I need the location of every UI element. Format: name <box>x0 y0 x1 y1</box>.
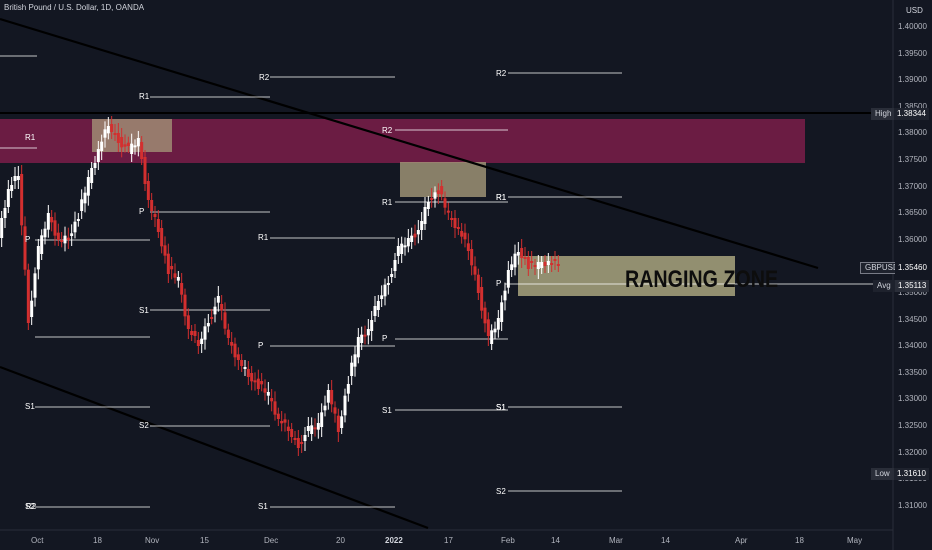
time-tick: Feb <box>501 536 515 545</box>
price-tick: 1.33500 <box>898 367 927 377</box>
price-tick: 1.36000 <box>898 234 927 244</box>
time-tick: Mar <box>609 536 623 545</box>
price-tick: 1.40000 <box>898 22 927 31</box>
pivot-label: R2 <box>259 73 270 82</box>
ranging-zone-box <box>518 256 735 296</box>
time-tick: 15 <box>200 536 209 545</box>
price-tick: 1.39500 <box>898 48 927 58</box>
candlesticks <box>0 116 560 456</box>
price-tick: 1.31000 <box>898 500 927 510</box>
price-tick: 1.38500 <box>898 101 927 111</box>
pivot-label: R1 <box>258 233 269 242</box>
pivot-label: S1 <box>139 306 149 315</box>
pivot-label: R1 <box>25 133 36 142</box>
upper-trend-line <box>0 17 819 270</box>
price-tick: 1.37000 <box>898 181 927 191</box>
time-tick: 18 <box>795 536 804 545</box>
pivot-label: S2 <box>25 502 35 511</box>
symbol-title: British Pound / U.S. Dollar, 1D, OANDA <box>4 3 145 12</box>
pivot-label: P <box>25 235 31 244</box>
time-tick: Apr <box>735 536 748 545</box>
pivot-label: R1 <box>496 193 507 202</box>
pivot-label: R2 <box>26 502 37 511</box>
price-tick: 1.39000 <box>898 75 927 85</box>
low-badge-value: 1.31610 <box>894 468 929 480</box>
time-tick: Oct <box>31 536 44 545</box>
pivot-label: R1 <box>139 92 150 101</box>
avg-badge-value: 1.35113 <box>895 280 930 292</box>
pivot-label: S2 <box>496 487 506 496</box>
time-tick: May <box>847 536 863 545</box>
avg-badge-label: Avg <box>873 280 895 292</box>
price-tick: 1.37500 <box>898 155 927 164</box>
time-tick: 14 <box>661 536 670 545</box>
time-tick: 2022 <box>385 536 403 545</box>
pivot-label: S1 <box>496 403 506 412</box>
ranging-zone-label: RANGING ZONE <box>625 266 779 293</box>
time-tick: 18 <box>93 536 102 545</box>
time-tick: 17 <box>444 536 453 545</box>
pivot-label: R1 <box>496 193 507 202</box>
high-badge-value: 1.38344 <box>894 108 929 120</box>
time-tick: 14 <box>551 536 560 545</box>
price-tick: 1.36500 <box>898 208 927 218</box>
time-tick: Nov <box>145 536 160 545</box>
time-tick: 20 <box>336 536 345 545</box>
price-tick: 1.34500 <box>898 314 927 324</box>
pivot-label: S1 <box>258 502 268 511</box>
pivot-label: P <box>496 279 502 288</box>
pivot-label: R2 <box>382 126 393 135</box>
price-tick: 1.38000 <box>898 128 927 138</box>
pivot-label: S1 <box>496 403 506 412</box>
price-tick: 1.35000 <box>898 288 927 297</box>
pivot-label: S1 <box>382 406 392 415</box>
price-tick: 1.33000 <box>898 394 927 404</box>
pivot-label: R1 <box>382 198 393 207</box>
pivot-label: P <box>382 334 388 343</box>
high-badge-label: High <box>871 108 896 120</box>
pivot-lines <box>0 55 622 508</box>
price-tick: 1.34000 <box>898 341 927 351</box>
lower-trend-line <box>0 365 429 530</box>
pivot-label: P <box>258 341 264 350</box>
price-tick: 1.32500 <box>898 421 927 430</box>
time-tick: Dec <box>264 536 279 545</box>
pivot-label: R2 <box>496 69 507 78</box>
price-tick: 1.32000 <box>898 447 927 457</box>
pivot-label: P <box>139 207 145 216</box>
symbol-badge-value: 1.35460 <box>895 262 930 274</box>
pivot-label: S2 <box>139 421 149 430</box>
pivot-label: S1 <box>25 402 35 411</box>
low-badge-label: Low <box>871 468 894 480</box>
currency-label: USD <box>906 6 923 15</box>
